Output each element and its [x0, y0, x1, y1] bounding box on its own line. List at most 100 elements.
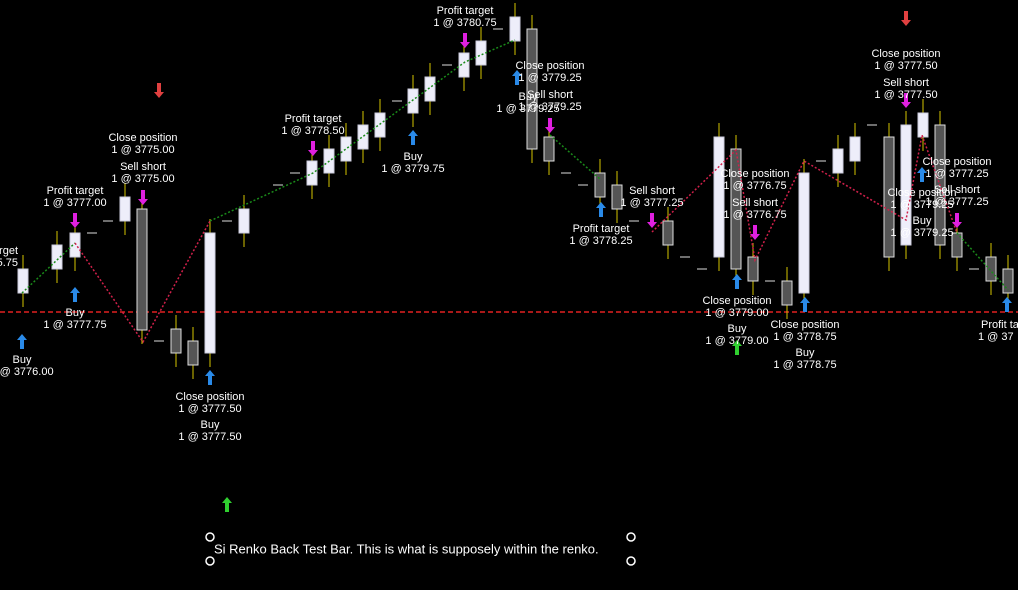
trade-label: Buy	[66, 307, 85, 319]
trade-price: 1 @ 3778.50	[281, 125, 344, 137]
renko-bar	[136, 208, 148, 331]
renko-bar	[849, 136, 861, 162]
up-arrow	[732, 274, 742, 289]
renko-bar	[69, 232, 81, 258]
renko-bar	[781, 280, 793, 306]
trade-label: Close position	[770, 319, 839, 331]
trade-label: Close position	[720, 168, 789, 180]
trade-line	[549, 134, 602, 181]
trade-price: 1 @ 3779.25	[890, 199, 953, 211]
down-arrow	[901, 11, 911, 26]
down-arrow	[901, 93, 911, 108]
trade-price: 1 @ 3779.25	[890, 227, 953, 239]
trade-price: 5.75	[0, 257, 18, 269]
trade-label: Buy	[796, 347, 815, 359]
up-arrow	[408, 130, 418, 145]
trade-line	[74, 220, 211, 344]
renko-bar	[798, 172, 810, 294]
renko-bar	[407, 88, 419, 114]
trade-price: 1 @ 3776.75	[723, 180, 786, 192]
renko-bar	[475, 40, 487, 66]
renko-bar	[832, 148, 844, 174]
trade-line	[651, 132, 958, 263]
trade-label: Close position	[871, 48, 940, 60]
trade-line	[209, 39, 516, 222]
down-arrow	[154, 83, 164, 98]
trade-annotation: Profit targ1 @ 37	[978, 319, 1018, 343]
up-arrow	[917, 167, 927, 182]
up-arrow	[596, 202, 606, 217]
trade-label: Close position	[108, 132, 177, 144]
trade-price: 1 @ 3775.00	[111, 173, 174, 185]
down-arrow	[750, 225, 760, 240]
renko-bar	[611, 184, 623, 210]
trade-label: Close position	[702, 295, 771, 307]
trade-price: 1 @ 3777.25	[925, 196, 988, 208]
trade-label: Sell short	[629, 185, 675, 197]
renko-bar	[917, 112, 929, 138]
renko-bar	[509, 16, 521, 42]
down-arrow	[460, 33, 470, 48]
trade-price: 1 @ 3778.75	[773, 331, 836, 343]
renko-bar	[238, 208, 250, 234]
up-arrow	[512, 70, 522, 85]
renko-bar	[51, 244, 63, 270]
trade-price: 1 @ 3779.25	[496, 103, 559, 115]
trade-price: 1 @ 3777.50	[178, 403, 241, 415]
trade-price: 1 @ 3777.50	[874, 89, 937, 101]
caption: Si Renko Back Test Bar. This is what is …	[214, 541, 599, 556]
down-arrow	[138, 190, 148, 205]
trade-price: 1 @ 37	[978, 331, 1014, 343]
trade-price: 1 @ 3779.25	[518, 101, 581, 113]
renko-bar	[340, 136, 352, 162]
trade-price: 1 @ 3777.00	[43, 197, 106, 209]
trade-label: Profit target	[573, 223, 630, 235]
renko-bar	[458, 52, 470, 78]
renko-bar	[543, 136, 555, 162]
renko-bar	[1002, 268, 1014, 294]
trade-label: Sell short	[883, 77, 929, 89]
trade-label: Profit target	[437, 5, 494, 17]
trade-label: Sell short	[527, 89, 573, 101]
trade-line	[956, 232, 1009, 291]
trade-price: 1 @ 3780.75	[433, 17, 496, 29]
trade-label: Buy	[728, 323, 747, 335]
renko-bar	[985, 256, 997, 282]
trade-price: 1 @ 3777.75	[43, 319, 106, 331]
trade-label: Close position	[887, 187, 956, 199]
trade-price: 1 @ 3777.25	[925, 168, 988, 180]
trade-label: Sell short	[732, 197, 778, 209]
caption-handles	[205, 532, 636, 566]
renko-bar	[900, 124, 912, 246]
down-arrow	[647, 213, 657, 228]
renko-bar	[204, 232, 216, 354]
renko-bar	[170, 328, 182, 354]
trade-price: 1 @ 3779.75	[381, 163, 444, 175]
trade-price: 1 @ 3775.00	[111, 144, 174, 156]
renko-bar	[747, 256, 759, 282]
renko-bar	[187, 340, 199, 366]
trade-price: 1 @ 3779.00	[705, 307, 768, 319]
renko-bar	[662, 220, 674, 246]
up-arrow	[17, 334, 27, 349]
up-arrow	[222, 497, 232, 512]
down-arrow	[70, 213, 80, 228]
down-arrow	[308, 141, 318, 156]
